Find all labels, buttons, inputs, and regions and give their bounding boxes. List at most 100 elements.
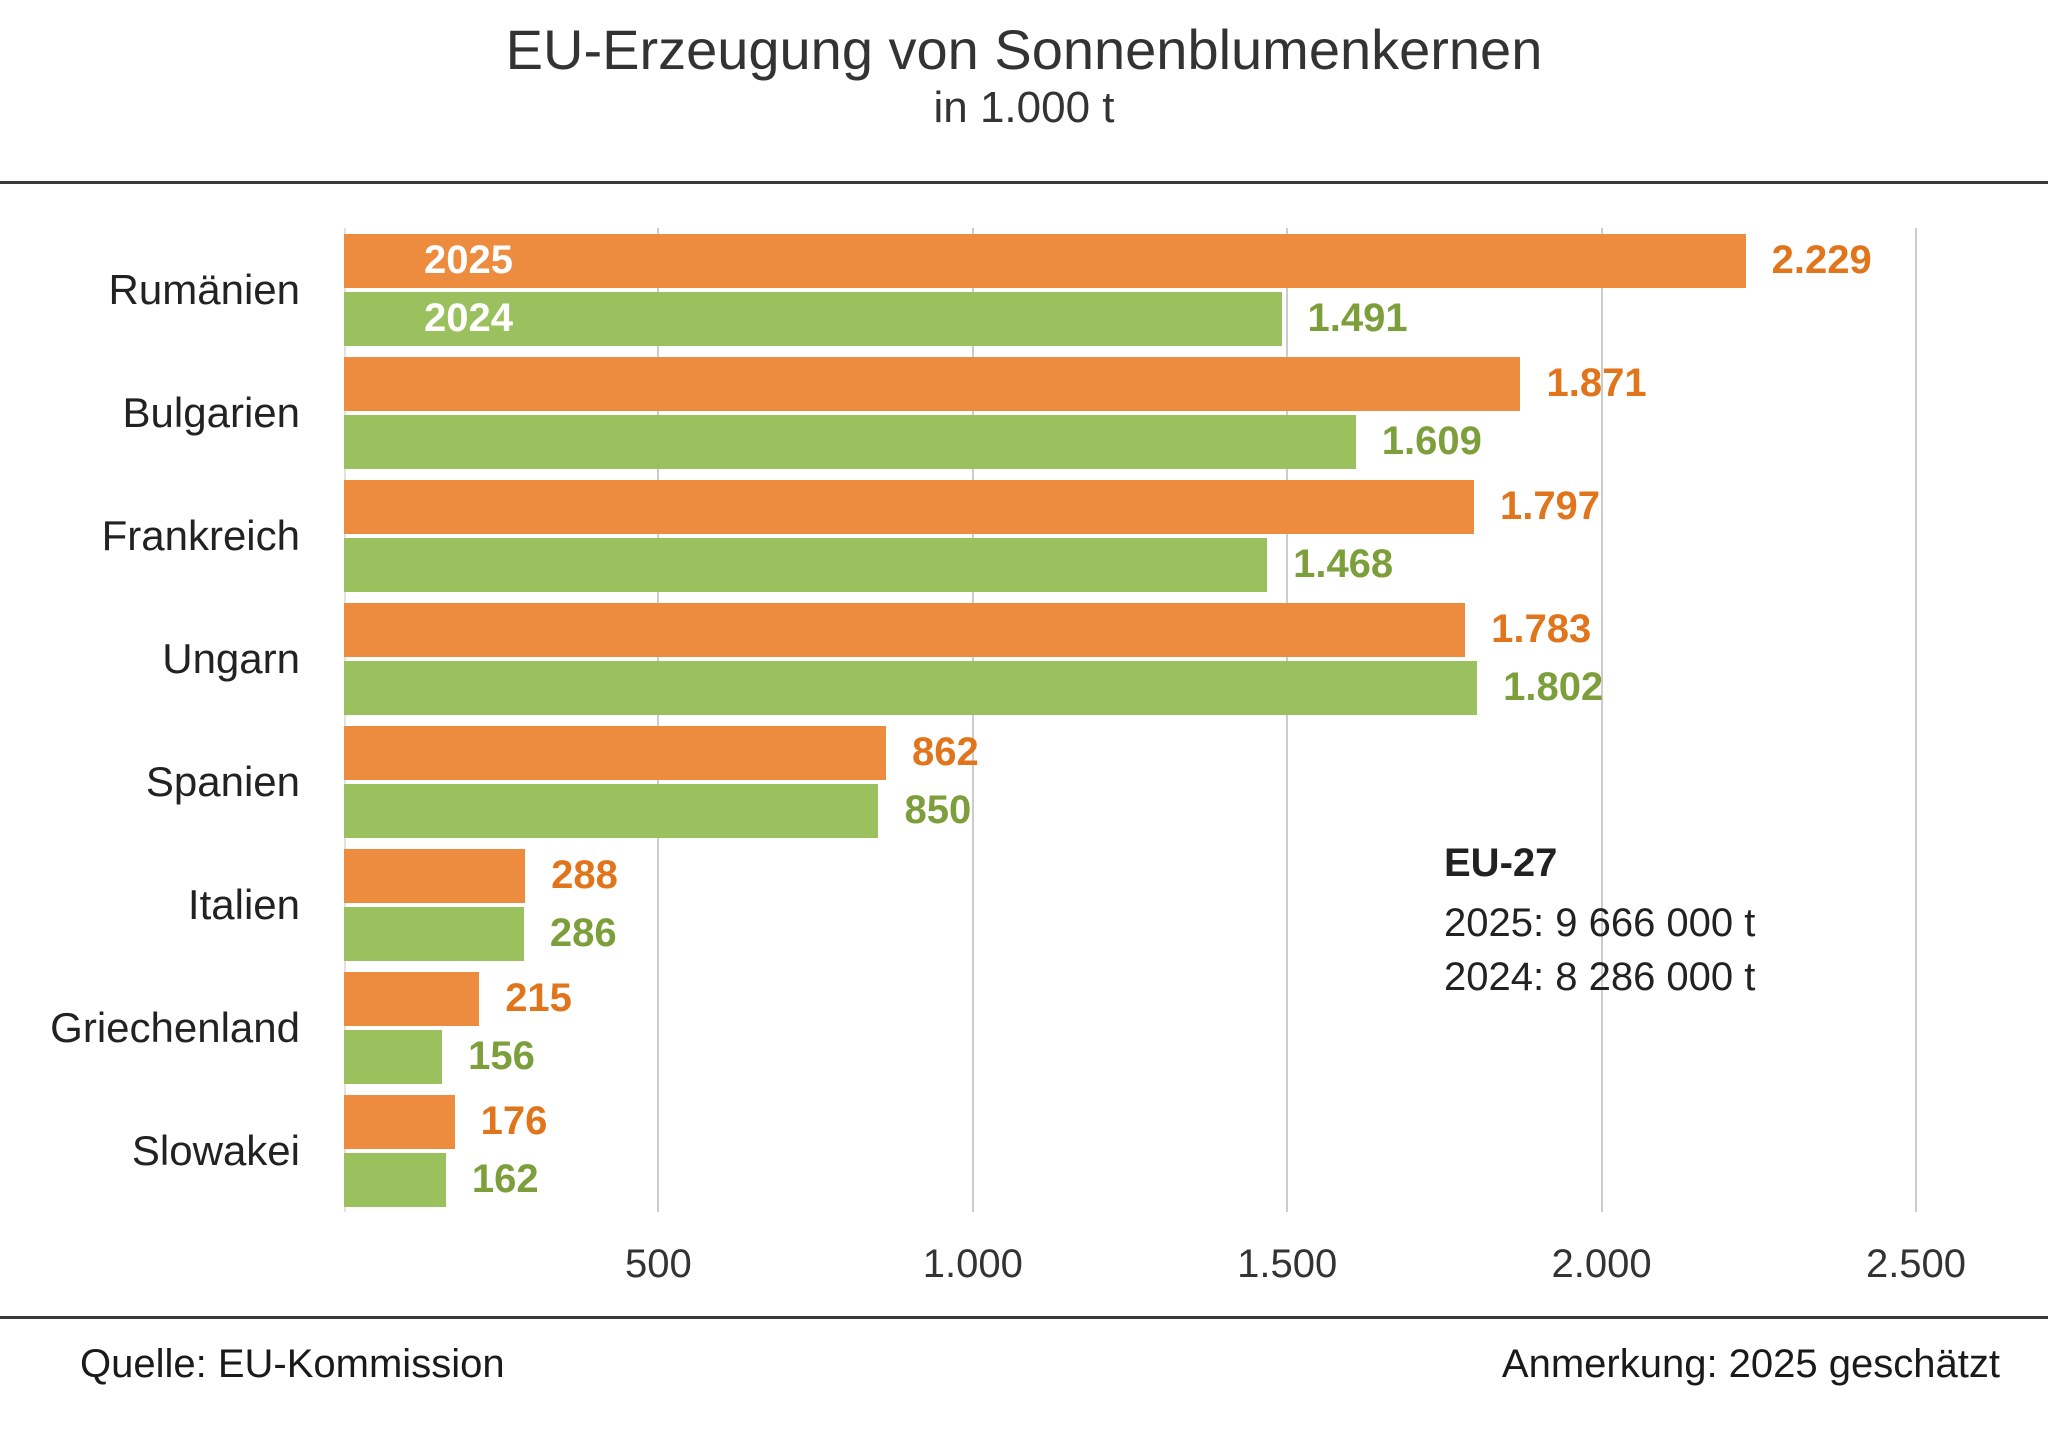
value-label: 176: [480, 1099, 548, 1143]
bar-line: 2025 2.229: [344, 233, 1916, 288]
chart-row: Italien 288 286: [188, 843, 1916, 966]
source-note: Quelle: EU-Kommission: [80, 1342, 505, 1386]
x-tick-label: 1.500: [1237, 1242, 1338, 1286]
gridline: [971, 228, 974, 1212]
bar-line: 176: [344, 1094, 1916, 1149]
bar-2025: [344, 479, 1474, 534]
bar-line: 1.609: [344, 414, 1916, 469]
bar-line: 1.468: [344, 537, 1916, 592]
bar-line: 286: [344, 906, 1916, 961]
value-label: 1.871: [1546, 361, 1647, 405]
bar-2025: [344, 1094, 455, 1149]
bar-pair: 1.871 1.609: [344, 351, 1916, 474]
value-label: 288: [551, 853, 618, 897]
value-label: 156: [468, 1034, 535, 1078]
bar-line: 2024 1.491: [344, 291, 1916, 346]
bar-2025: [344, 602, 1466, 657]
value-label: 162: [471, 1157, 539, 1201]
value-label: 1.609: [1381, 419, 1482, 463]
eu27-annotation: EU-27 2025: 9 666 000 t 2024: 8 286 000 …: [1444, 836, 1755, 1004]
chart-row: Spanien 862 850: [146, 720, 1916, 843]
value-label: 215: [505, 976, 572, 1020]
chart-title: EU-Erzeugung von Sonnenblumenkernen: [505, 18, 1543, 81]
series-year-label: 2024: [424, 296, 513, 340]
value-label: 286: [549, 911, 617, 955]
value-label: 850: [904, 788, 972, 832]
value-label: 1.802: [1503, 665, 1604, 709]
bar-line: 850: [344, 783, 1916, 838]
chart-row: Frankreich 1.797 1.468: [102, 474, 1916, 597]
footer-divider: [0, 1316, 2048, 1319]
bar-pair: 2025 2.229 2024 1.491: [344, 228, 1916, 351]
bar-2024: [344, 660, 1478, 715]
category-label: Spanien: [145, 757, 300, 805]
bar-2025: [344, 725, 887, 780]
eu27-annotation-title: EU-27: [1444, 841, 1558, 885]
bar-2025: 2025: [344, 233, 1746, 288]
bar-2025: [344, 971, 480, 1026]
category-label: Frankreich: [101, 511, 300, 559]
bar-pair: 215 156: [344, 966, 1916, 1089]
bar-2024: [344, 1029, 443, 1084]
gridline: [1286, 228, 1289, 1212]
bar-2024: 2024: [344, 291, 1282, 346]
plot-area: EU-27 2025: 9 666 000 t 2024: 8 286 000 …: [50, 228, 1917, 1212]
bar-line: 862: [344, 725, 1916, 780]
bar-line: 1.802: [344, 660, 1916, 715]
category-label: Bulgarien: [122, 388, 300, 436]
category-label: Italien: [187, 880, 300, 928]
bar-line: 1.783: [344, 602, 1916, 657]
chart-row: Bulgarien 1.871 1.609: [123, 351, 1916, 474]
category-label: Ungarn: [162, 634, 300, 682]
chart-row: Ungarn 1.783 1.802: [162, 597, 1916, 720]
bar-line: 162: [344, 1152, 1916, 1207]
series-year-label: 2025: [424, 238, 513, 282]
chart-row: Rumänien 2025 2.229 2024 1.491: [109, 228, 1916, 351]
bar-pair: 176 162: [344, 1089, 1916, 1212]
bar-pair: 288 286: [344, 843, 1916, 966]
value-label: 2.229: [1771, 238, 1872, 282]
bar-line: 215: [344, 971, 1916, 1026]
gridline: [1600, 228, 1603, 1212]
y-axis-line: [344, 228, 346, 1212]
value-label: 1.797: [1499, 484, 1601, 528]
value-label: 862: [912, 730, 979, 774]
x-tick-label: 2.000: [1551, 1242, 1652, 1286]
x-tick-label: 2.500: [1865, 1242, 1967, 1286]
chart-subtitle: in 1.000 t: [933, 83, 1115, 133]
bar-2024: [344, 906, 524, 961]
bar-2024: [344, 1152, 446, 1207]
x-tick-label: 1.000: [922, 1242, 1023, 1286]
category-label: Rumänien: [108, 265, 300, 313]
bar-2024: [344, 537, 1268, 592]
value-label: 1.491: [1307, 296, 1408, 340]
header-divider: [0, 181, 2048, 184]
bar-line: 288: [344, 848, 1916, 903]
bar-2024: [344, 414, 1356, 469]
eu27-annotation-line-2024: 2024: 8 286 000 t: [1444, 955, 1756, 999]
bar-pair: 1.797 1.468: [344, 474, 1916, 597]
chart-row: Slowakei 176 162: [132, 1089, 1916, 1212]
category-label: Griechenland: [50, 1003, 300, 1051]
chart-row: Griechenland 215 156: [50, 966, 1916, 1089]
gridline: [1915, 228, 1917, 1212]
bar-line: 1.871: [344, 356, 1916, 411]
bar-2025: [344, 848, 526, 903]
eu27-annotation-line-2025: 2025: 9 666 000 t: [1444, 901, 1756, 945]
value-label: 1.468: [1293, 542, 1394, 586]
estimate-note: Anmerkung: 2025 geschätzt: [1501, 1342, 2000, 1386]
footer: Quelle: EU-Kommission Anmerkung: 2025 ge…: [0, 1342, 2048, 1387]
bar-line: 1.797: [344, 479, 1916, 534]
bar-2024: [344, 783, 879, 838]
category-label: Slowakei: [131, 1126, 300, 1174]
x-axis: 500 1.000 1.500 2.000 2.500: [344, 1242, 1966, 1302]
gridline: [657, 228, 660, 1212]
bar-line: 156: [344, 1029, 1916, 1084]
bar-pair: 1.783 1.802: [344, 597, 1916, 720]
bar-pair: 862 850: [344, 720, 1916, 843]
x-tick-label: 500: [625, 1242, 692, 1286]
value-label: 1.783: [1491, 607, 1592, 651]
chart-header: EU-Erzeugung von Sonnenblumenkernen in 1…: [0, 0, 2048, 135]
bar-2025: [344, 356, 1521, 411]
